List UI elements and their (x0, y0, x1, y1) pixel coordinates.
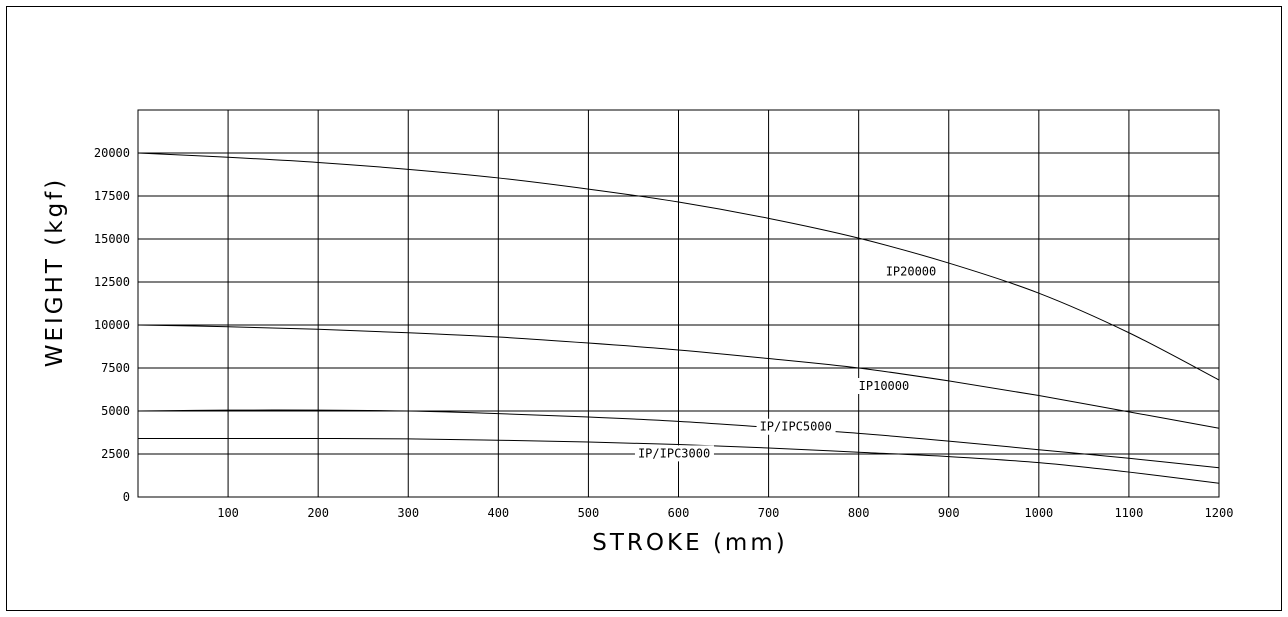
x-tick-label: 900 (938, 506, 960, 520)
series-line (137, 437, 1220, 484)
x-tick-label: 1000 (1024, 506, 1053, 520)
y-tick-label: 10000 (94, 318, 130, 332)
series-line (137, 152, 1220, 381)
y-tick-label: 2500 (101, 447, 130, 461)
x-tick-label: 300 (397, 506, 419, 520)
y-tick-label: 17500 (94, 189, 130, 203)
series-label: IP/IPC5000 (760, 420, 832, 434)
series-label: IP/IPC3000 (638, 446, 710, 460)
series-label-bg (882, 263, 940, 280)
series-label-bg (855, 378, 913, 394)
x-tick-label: 200 (307, 506, 329, 520)
y-tick-label: 5000 (101, 404, 130, 418)
series-label: IP20000 (886, 265, 937, 279)
y-tick-labels: 0 2500 5000 7500 10000 12500 15000 17500 20000 (94, 146, 130, 504)
x-tick-label: 100 (217, 506, 239, 520)
grid (137, 109, 1220, 498)
x-tick-label: 500 (578, 506, 600, 520)
series-label: IP10000 (859, 379, 910, 393)
x-tick-label: 400 (487, 506, 509, 520)
y-tick-label: 12500 (94, 275, 130, 289)
series-line (137, 324, 1220, 429)
y-tick-label: 15000 (94, 232, 130, 246)
x-axis-title: STROKE (mm) (592, 530, 787, 556)
x-tick-label: 1200 (1205, 506, 1234, 520)
series-labels: IP20000 IP10000 IP/IPC5000 IP/IPC3000 (634, 263, 940, 462)
y-tick-label: 0 (123, 490, 130, 504)
x-tick-label: 600 (668, 506, 690, 520)
y-axis-title: WEIGHT (kgf) (42, 177, 68, 368)
y-tick-label: 20000 (94, 146, 130, 160)
series-label-bg (634, 445, 714, 462)
x-tick-label: 700 (758, 506, 780, 520)
x-tick-labels: 100 200 300 400 500 600 700 800 900 1000 1100 1200 (217, 506, 1233, 520)
series-label-bg (756, 418, 836, 435)
series-lines (137, 152, 1220, 484)
y-tick-label: 7500 (101, 361, 130, 375)
series-line (137, 409, 1220, 469)
chart-frame (6, 6, 1282, 611)
x-tick-label: 1100 (1114, 506, 1143, 520)
x-tick-label: 800 (848, 506, 870, 520)
